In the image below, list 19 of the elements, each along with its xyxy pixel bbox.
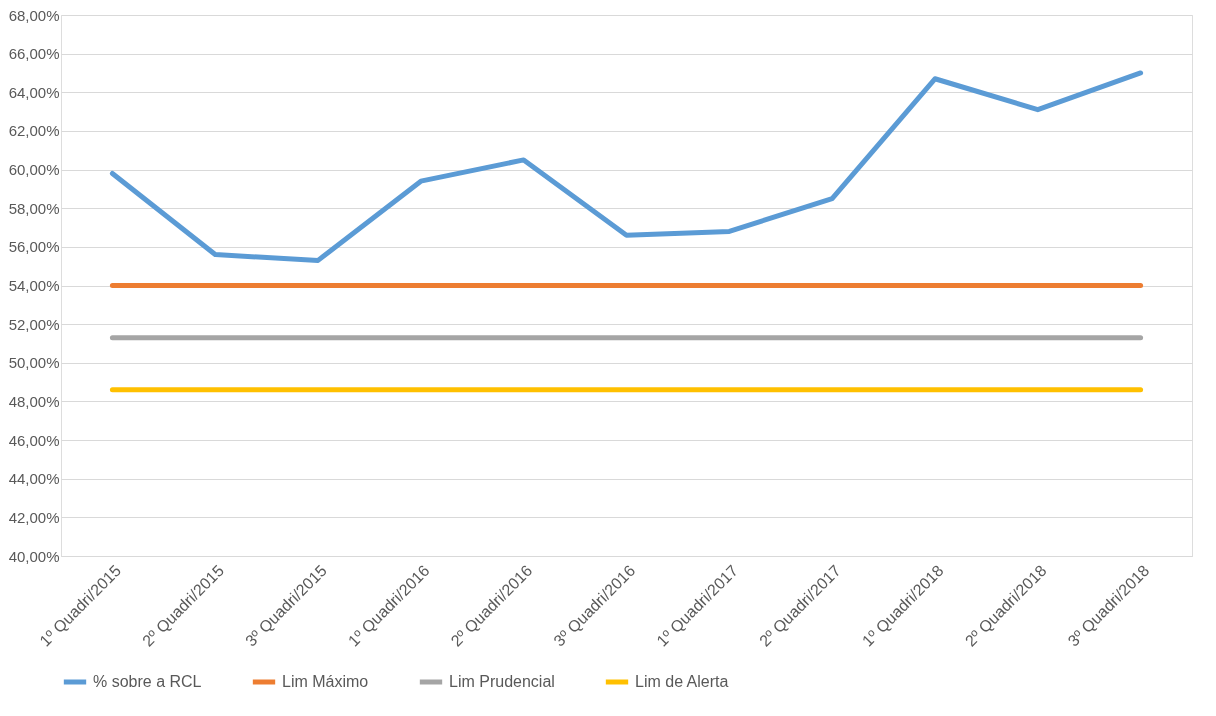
y-tick-label: 58,00% [8, 199, 60, 217]
y-tick-label: 48,00% [8, 392, 60, 410]
legend-label: Lim de Alerta [635, 673, 729, 690]
y-tick-label: 44,00% [8, 470, 60, 488]
y-tick-label: 60,00% [8, 161, 60, 179]
y-tick-label: 52,00% [8, 315, 60, 333]
y-tick-label: 62,00% [8, 122, 60, 140]
y-tick-label: 40,00% [8, 547, 60, 565]
y-tick-label: 50,00% [8, 354, 60, 372]
y-tick-label: 64,00% [8, 83, 60, 101]
y-tick-label: 46,00% [8, 431, 60, 449]
y-tick-label: 66,00% [8, 45, 60, 63]
legend-label: Lim Prudencial [449, 673, 555, 690]
y-tick-label: 56,00% [8, 238, 60, 256]
y-tick-label: 42,00% [8, 508, 60, 526]
legend-label: % sobre a RCL [93, 673, 202, 690]
y-tick-label: 68,00% [8, 6, 60, 24]
y-tick-label: 54,00% [8, 277, 60, 294]
legend-label: Lim Máximo [282, 673, 369, 690]
